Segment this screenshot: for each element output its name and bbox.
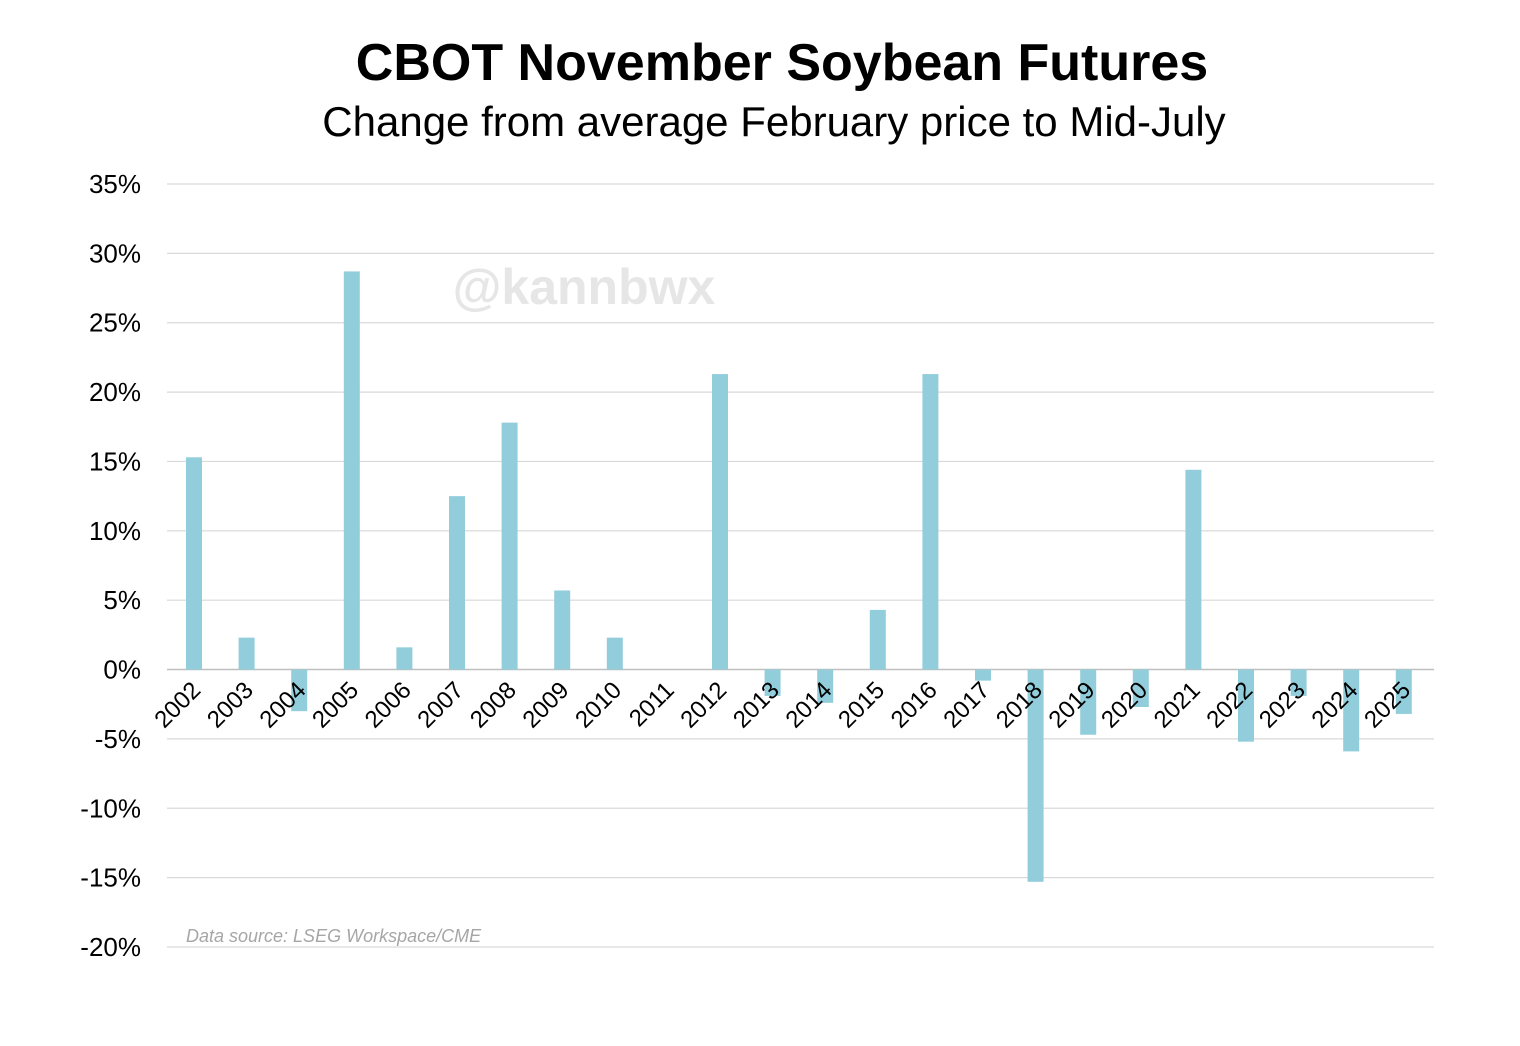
y-tick-label: 0% — [103, 655, 141, 685]
y-tick-label: -15% — [80, 863, 141, 893]
y-tick-label: 35% — [89, 169, 141, 199]
y-tick-label: 25% — [89, 308, 141, 338]
bar-2022 — [1238, 669, 1254, 742]
bar-2008 — [501, 422, 518, 670]
bar-2006 — [396, 647, 413, 670]
bar-2018 — [1027, 669, 1044, 882]
bar-2014 — [817, 669, 834, 703]
bar-2023 — [1290, 669, 1307, 696]
bar-2002 — [186, 457, 202, 670]
x-tick-label-2008: 2008 — [465, 677, 522, 734]
x-tick-label-2007: 2007 — [412, 677, 469, 734]
bar-2005 — [343, 271, 360, 670]
x-tick-label-2002: 2002 — [149, 677, 206, 734]
y-axis-tick-labels: 35% 30% 25% 20% 15% 10% 5% 0% -5% -10% -15% -20% — [80, 169, 141, 962]
bar-2007 — [449, 496, 465, 670]
bar-2025 — [1395, 669, 1412, 714]
x-tick-label-2012: 2012 — [675, 677, 732, 734]
watermark-text: @kannbwx — [453, 259, 716, 315]
data-source-note: Data source: LSEG Workspace/CME — [186, 926, 482, 946]
bar-2016 — [922, 374, 939, 670]
bar-2009 — [554, 590, 571, 670]
y-tick-label: 10% — [89, 516, 141, 546]
gridlines — [167, 183, 1434, 948]
y-tick-label: -20% — [80, 932, 141, 962]
bar-2015 — [869, 609, 886, 670]
y-tick-label: -5% — [95, 724, 141, 754]
x-tick-label-2010: 2010 — [570, 677, 627, 734]
x-tick-label-2009: 2009 — [518, 677, 575, 734]
bar-2004 — [291, 669, 308, 712]
x-tick-label-2015: 2015 — [833, 677, 890, 734]
bar-2012 — [712, 374, 728, 670]
y-tick-label: 15% — [89, 446, 141, 476]
x-tick-label-2005: 2005 — [307, 677, 364, 734]
bar-2019 — [1080, 669, 1097, 735]
chart-subtitle: Change from average February price to Mi… — [322, 98, 1225, 145]
bar-2003 — [238, 637, 255, 670]
y-tick-label: 5% — [103, 585, 141, 615]
bar-2017 — [975, 669, 991, 681]
x-tick-label-2017: 2017 — [938, 677, 995, 734]
x-tick-label-2011: 2011 — [624, 677, 680, 733]
bar-2010 — [606, 637, 623, 670]
x-tick-label-2016: 2016 — [886, 677, 943, 734]
x-tick-label-2021: 2021 — [1149, 677, 1206, 734]
bar-2024 — [1343, 669, 1360, 752]
x-axis-tick-labels: 2002200320042005200620072008200920102011… — [149, 677, 1416, 734]
x-tick-label-2006: 2006 — [360, 677, 417, 734]
chart-title: CBOT November Soybean Futures — [356, 34, 1208, 92]
bar-2021 — [1185, 469, 1202, 670]
x-tick-label-2003: 2003 — [202, 677, 259, 734]
bar-2020 — [1132, 669, 1149, 708]
y-tick-label: 20% — [89, 377, 141, 407]
bars — [186, 271, 1412, 882]
y-tick-label: 30% — [89, 238, 141, 268]
y-tick-label: -10% — [80, 793, 141, 823]
bar-2013 — [764, 669, 781, 696]
